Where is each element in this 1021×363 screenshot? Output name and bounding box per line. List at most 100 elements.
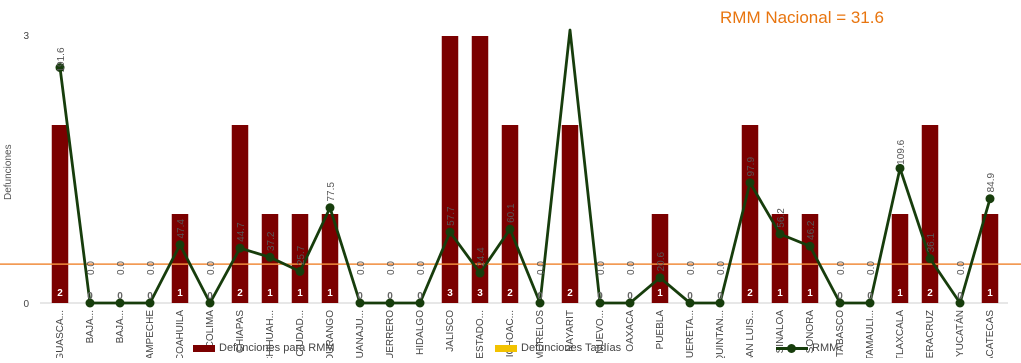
bar-value-label: 0 [837, 291, 843, 302]
bar-value-label: 0 [117, 291, 123, 302]
rmm-point [805, 241, 815, 251]
rmm-data-label: 0.0 [836, 261, 847, 275]
legend-swatch-defunciones-tardias [495, 344, 517, 352]
bar-value-label: 1 [267, 288, 273, 299]
x-tick-label: DURANGO [325, 310, 336, 358]
x-tick-label: MICHOAC... [505, 310, 516, 358]
x-tick-label: OAXACA [625, 310, 636, 352]
legend-item-defunciones-rmm: Defunciones para RMM [193, 342, 335, 354]
x-tick-label: ESTADO... [475, 310, 486, 358]
bar-value-label: 1 [297, 288, 303, 299]
x-tick-label: GUERRERO [385, 310, 396, 358]
bar-value-label: 3 [447, 288, 453, 299]
rmm-data-label: 0.0 [716, 261, 727, 275]
bar-value-label: 0 [87, 291, 93, 302]
bar-value-label: 0 [627, 291, 633, 302]
bar [921, 125, 939, 303]
rmm-data-label: 57.7 [446, 206, 457, 226]
bar [231, 125, 249, 303]
rmm-point [235, 243, 245, 253]
rmm-point [355, 298, 365, 308]
legend-label-rmm: RMM [812, 342, 839, 354]
rmm-point [415, 298, 425, 308]
x-tick-label: BAJA... [85, 310, 96, 343]
legend-item-rmm: RMM [776, 342, 838, 354]
x-tick-label: QUERETA... [685, 310, 696, 358]
x-tick-label: NAYARIT [565, 310, 576, 352]
x-tick-label: COLIMA [205, 310, 216, 349]
rmm-data-label: 97.9 [746, 157, 757, 177]
bar-value-label: 0 [207, 291, 213, 302]
x-tick-label: TLAXCALA [895, 310, 906, 358]
bar-value-label: 0 [687, 291, 693, 302]
bar-value-label: 0 [387, 291, 393, 302]
bar-value-label: 0 [147, 291, 153, 302]
rmm-data-label: 191.6 [56, 47, 67, 72]
bar [291, 214, 309, 303]
rmm-data-label: 0.0 [866, 261, 877, 275]
rmm-point [205, 298, 215, 308]
bar [441, 36, 459, 303]
rmm-data-label: 77.5 [326, 182, 337, 202]
rmm-data-label: 0.0 [146, 261, 157, 275]
legend-swatch-rmm [776, 343, 808, 353]
bar-value-label: 3 [477, 288, 483, 299]
x-tick-label: SONORA [805, 310, 816, 354]
rmm-point [505, 224, 515, 234]
y-tick-label: 3 [23, 31, 29, 42]
legend: Defunciones para RMM Defunciones Tardías… [0, 342, 1021, 358]
x-tick-label: BAJA... [115, 310, 126, 343]
bar-value-label: 0 [597, 291, 603, 302]
bar-value-label: 1 [987, 288, 993, 299]
bar [321, 214, 339, 303]
rmm-data-label: 44.7 [236, 222, 247, 242]
x-tick-label: SAN LUIS... [745, 310, 756, 358]
rmm-data-label: 0.0 [416, 261, 427, 275]
rmm-point [535, 298, 545, 308]
rmm-data-label: 0.0 [206, 261, 217, 275]
bar-value-label: 2 [507, 288, 513, 299]
bar-value-label: 0 [537, 291, 543, 302]
rmm-point [955, 298, 965, 308]
rmm-point [895, 163, 905, 173]
bar-value-label: 2 [567, 288, 573, 299]
x-tick-label: VERACRUZ [925, 310, 936, 358]
rmm-data-label: 0.0 [386, 261, 397, 275]
bar-value-label: 0 [717, 291, 723, 302]
bar-value-label: 1 [327, 288, 333, 299]
rmm-data-label: 0.0 [626, 261, 637, 275]
bar-value-label: 2 [57, 288, 63, 299]
y-tick-label: 0 [23, 299, 29, 310]
rmm-point [985, 194, 995, 204]
rmm-point [115, 298, 125, 308]
rmm-point [325, 203, 335, 213]
x-tick-label: TAMAULI... [865, 310, 876, 358]
x-tick-label: CIUDAD... [295, 310, 306, 357]
bar-value-label: 0 [957, 291, 963, 302]
x-tick-label: ZACATECAS [985, 310, 996, 358]
rmm-point [295, 266, 305, 276]
bar-value-label: 1 [807, 288, 813, 299]
bar-value-label: 1 [177, 288, 183, 299]
x-tick-label: JALISCO [445, 310, 456, 352]
bar [561, 125, 579, 303]
rmm-point [85, 298, 95, 308]
rmm-data-label: 0.0 [86, 261, 97, 275]
rmm-data-label: 24.4 [476, 247, 487, 267]
x-tick-label: CHIAPAS [235, 310, 246, 353]
bar [801, 214, 819, 303]
rmm-line [58, 28, 992, 305]
x-tick-label: SINALOA [775, 310, 786, 354]
rmm-data-label: 0.0 [686, 261, 697, 275]
x-tick-label: QUINTAN... [715, 310, 726, 358]
bar-value-label: 1 [777, 288, 783, 299]
bar [741, 125, 759, 303]
rmm-point [685, 298, 695, 308]
x-tick-label: AGUASCA... [55, 310, 66, 358]
rmm-point [925, 254, 935, 264]
rmm-point [145, 298, 155, 308]
rmm-point [175, 240, 185, 250]
bar-value-label: 2 [747, 288, 753, 299]
rmm-point [655, 273, 665, 283]
